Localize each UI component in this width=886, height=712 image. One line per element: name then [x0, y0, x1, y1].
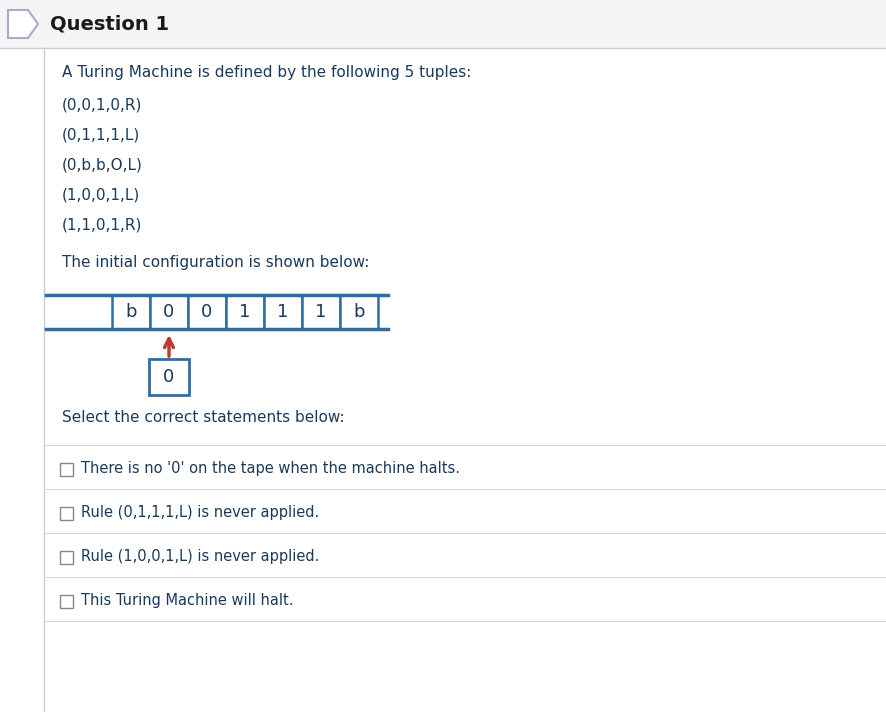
Bar	[226, 295, 264, 329]
Text: (1,1,0,1,R): (1,1,0,1,R)	[62, 217, 143, 233]
Bar	[264, 295, 302, 329]
Bar	[150, 295, 188, 329]
Text: The initial configuration is shown below:: The initial configuration is shown below…	[62, 256, 369, 271]
Text: There is no '0' on the tape when the machine halts.: There is no '0' on the tape when the mac…	[81, 461, 460, 476]
Text: 1: 1	[277, 303, 289, 321]
Text: 0: 0	[201, 303, 213, 321]
Text: 1: 1	[239, 303, 251, 321]
Bar	[60, 506, 73, 520]
Text: b: b	[125, 303, 136, 321]
Text: Rule (1,0,0,1,L) is never applied.: Rule (1,0,0,1,L) is never applied.	[81, 550, 319, 565]
Text: (0,0,1,0,R): (0,0,1,0,R)	[62, 98, 143, 112]
Text: 1: 1	[315, 303, 327, 321]
Text: 0: 0	[163, 368, 175, 386]
Text: (1,0,0,1,L): (1,0,0,1,L)	[62, 187, 140, 202]
Text: (0,1,1,1,L): (0,1,1,1,L)	[62, 127, 140, 142]
Text: This Turing Machine will halt.: This Turing Machine will halt.	[81, 594, 293, 609]
Bar	[188, 295, 226, 329]
Bar	[60, 595, 73, 607]
Bar	[149, 359, 189, 395]
Bar	[60, 550, 73, 563]
Text: Rule (0,1,1,1,L) is never applied.: Rule (0,1,1,1,L) is never applied.	[81, 506, 319, 520]
Bar	[0, 0, 886, 48]
Bar	[340, 295, 378, 329]
Text: Select the correct statements below:: Select the correct statements below:	[62, 409, 345, 424]
Text: (0,b,b,O,L): (0,b,b,O,L)	[62, 157, 143, 172]
Bar	[60, 463, 73, 476]
Text: Question 1: Question 1	[50, 14, 169, 33]
Text: 0: 0	[163, 303, 175, 321]
Text: b: b	[354, 303, 365, 321]
Polygon shape	[8, 10, 38, 38]
Text: A Turing Machine is defined by the following 5 tuples:: A Turing Machine is defined by the follo…	[62, 66, 471, 80]
Bar	[302, 295, 340, 329]
Bar	[112, 295, 150, 329]
